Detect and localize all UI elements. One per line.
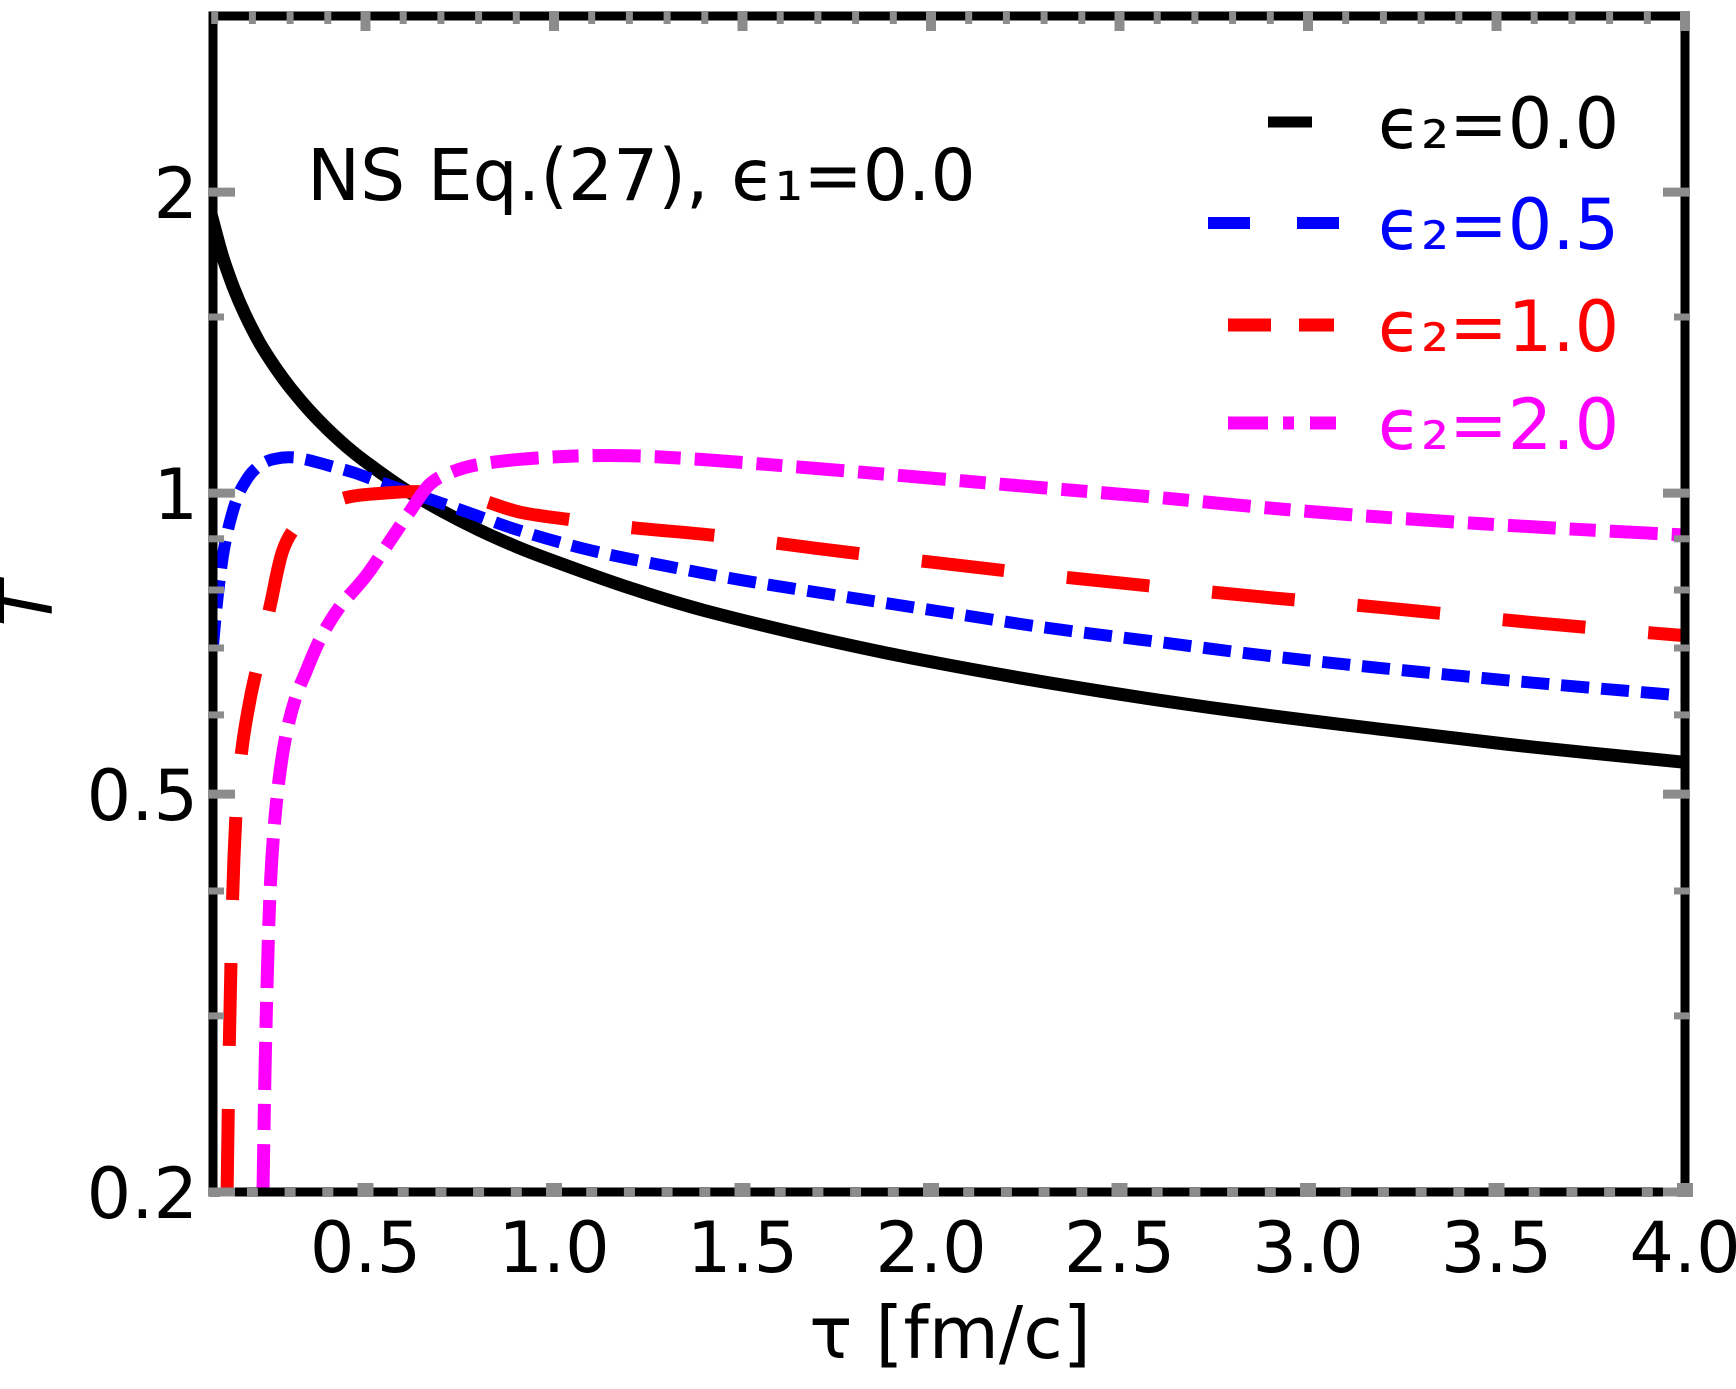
- x-tick-label: 4.0: [1629, 1207, 1736, 1289]
- y-tick-label: 2: [153, 153, 198, 235]
- legend-item-eps2-2.0: ϵ₂=2.0: [1228, 384, 1619, 466]
- y-tick-label: 0.5: [87, 755, 198, 837]
- x-tick-label: 2.0: [875, 1207, 986, 1289]
- x-tick-label: 1.0: [498, 1207, 609, 1289]
- y-tick-label: 0.2: [87, 1153, 198, 1235]
- x-axis-label: τ [fm/c]: [809, 1291, 1091, 1375]
- x-tick-label: 3.0: [1252, 1207, 1363, 1289]
- x-tick-label: 2.5: [1064, 1207, 1175, 1289]
- legend-item-eps2-1.0: ϵ₂=1.0: [1228, 286, 1619, 368]
- axis-tick-labels: 0.5 1.0 1.5 2.0 2.5 3.0 3.5 4.0 2 1 0.5 0.2: [87, 153, 1736, 1289]
- legend-item-eps2-0.5: ϵ₂=0.5: [1208, 184, 1619, 266]
- legend-label: ϵ₂=1.0: [1378, 286, 1619, 368]
- curve-ϵ₂=0.5: [217, 451, 1681, 702]
- y-axis-label: T̃: [0, 576, 70, 627]
- legend-label: ϵ₂=2.0: [1378, 384, 1619, 466]
- x-tick-label: 3.5: [1441, 1207, 1552, 1289]
- legend-label: ϵ₂=0.5: [1378, 184, 1619, 266]
- legend-label: ϵ₂=0.0: [1378, 83, 1619, 165]
- plot-title: NS Eq.(27), ϵ₁=0.0: [307, 134, 976, 217]
- x-tick-label: 0.5: [310, 1207, 421, 1289]
- legend-item-eps2-0.0: ϵ₂=0.0: [1268, 83, 1619, 165]
- curve-ϵ₂=2.0: [256, 448, 1681, 1188]
- curve-ϵ₂=0.0: [217, 213, 1681, 769]
- legend: ϵ₂=0.0 ϵ₂=0.5 ϵ₂=1.0 ϵ₂=2.0: [1208, 83, 1619, 466]
- curve-ϵ₂=1.0: [220, 485, 1681, 1188]
- axis-ticks: [208, 11, 1693, 1197]
- curves: [217, 213, 1681, 1188]
- plot-frame: [208, 11, 1690, 1197]
- x-tick-label: 1.5: [687, 1207, 798, 1289]
- y-tick-label: 1: [153, 454, 198, 536]
